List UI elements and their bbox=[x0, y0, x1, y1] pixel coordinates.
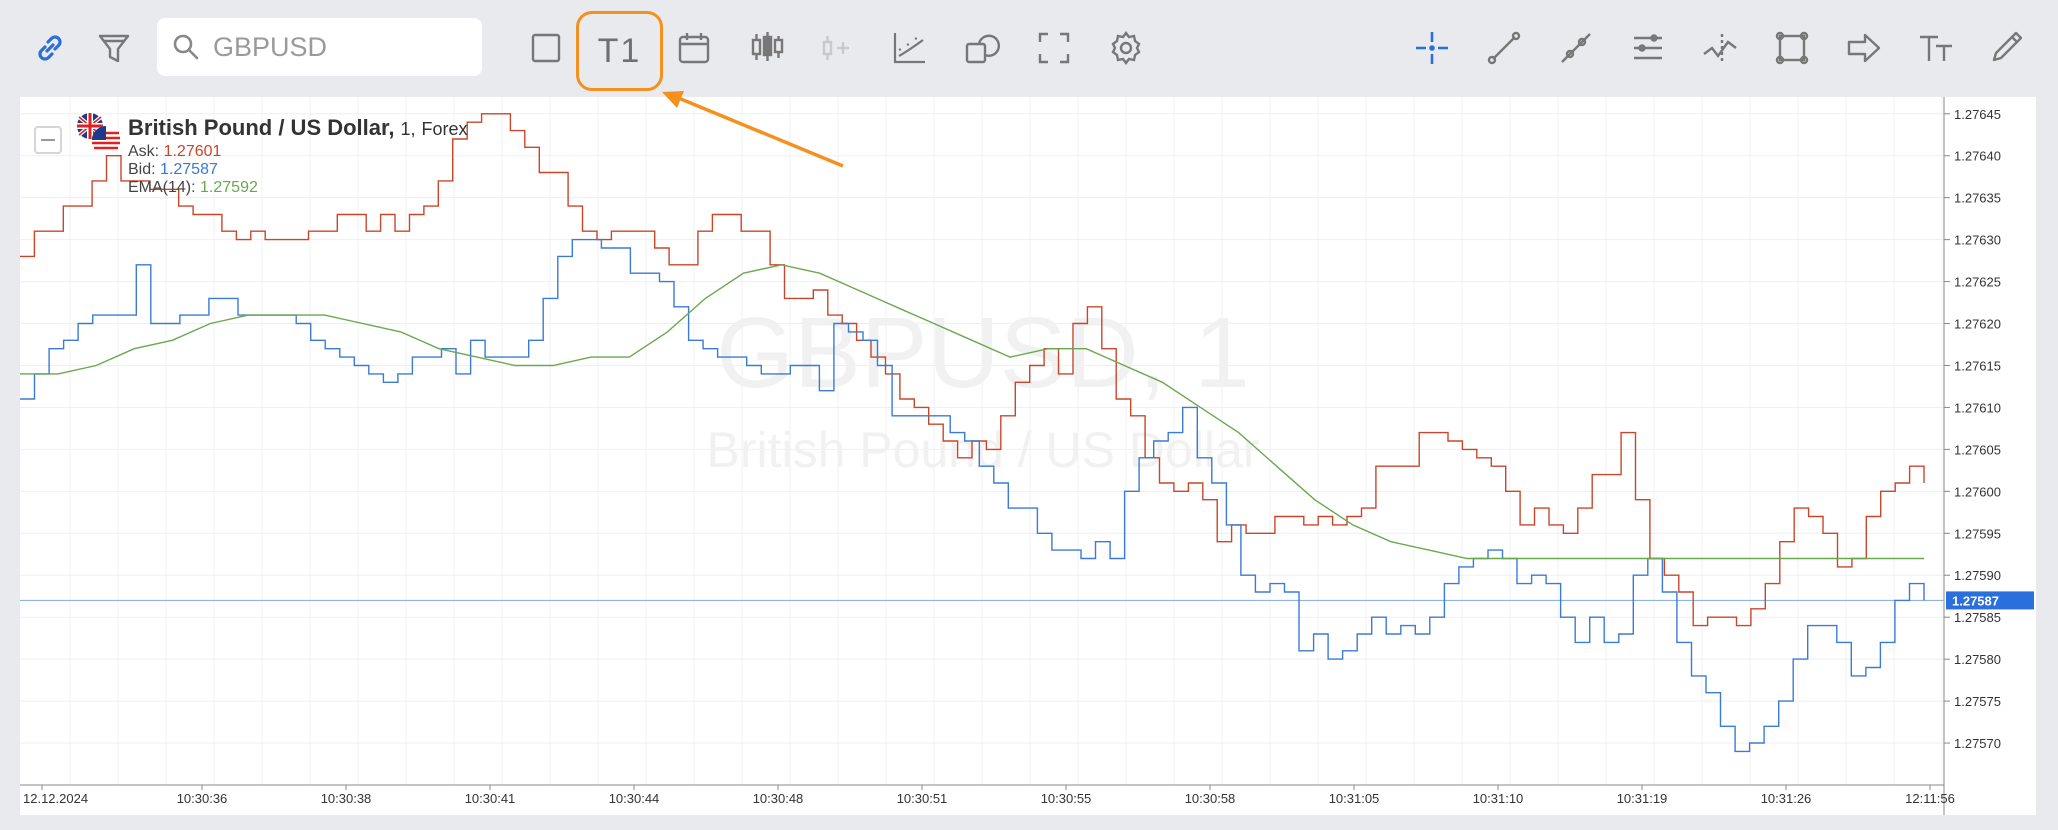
rectangle-shape-icon[interactable] bbox=[1764, 20, 1820, 76]
ray-icon[interactable] bbox=[1548, 20, 1604, 76]
symbol-title: British Pound / US Dollar, 1, Forex bbox=[128, 115, 468, 141]
y-tick-label: 1.27585 bbox=[1954, 610, 2001, 625]
x-tick-label: 10:30:48 bbox=[753, 791, 804, 806]
brush-icon[interactable] bbox=[1978, 20, 2034, 76]
shape-icon[interactable] bbox=[954, 20, 1010, 76]
search-box[interactable] bbox=[157, 18, 482, 76]
gbp-usd-flag-icon bbox=[77, 113, 120, 154]
symbol-market: Forex bbox=[421, 119, 468, 139]
x-tick-label: 10:30:58 bbox=[1185, 791, 1236, 806]
symbol-interval: 1, bbox=[400, 119, 416, 139]
y-tick-label: 1.27630 bbox=[1954, 233, 2001, 248]
trendline-icon[interactable] bbox=[1476, 20, 1532, 76]
calendar-icon[interactable] bbox=[666, 20, 722, 76]
timeframe-button[interactable]: T1 bbox=[576, 11, 663, 91]
current-price-badge bbox=[1946, 591, 2034, 610]
collapse-legend-button[interactable] bbox=[34, 126, 62, 154]
symbol-name: British Pound / US Dollar, bbox=[128, 115, 395, 140]
fibonacci-icon[interactable] bbox=[1692, 20, 1748, 76]
current-price-label: 1.27587 bbox=[1952, 593, 1999, 608]
x-tick-label: 12:11:56 bbox=[1905, 791, 1955, 806]
x-tick-label: 10:31:26 bbox=[1761, 791, 1812, 806]
x-tick-label: 10:30:36 bbox=[177, 791, 228, 806]
watermark-name: British Pound / US Dollar bbox=[706, 422, 1259, 478]
bid-label: Bid: bbox=[128, 161, 156, 178]
x-tick-label: 12.12.2024 bbox=[23, 791, 88, 806]
bid-value: 1.27587 bbox=[160, 161, 218, 178]
x-tick-label: 10:31:10 bbox=[1473, 791, 1524, 806]
ema-legend: EMA(14): 1.27592 bbox=[128, 179, 258, 197]
chart-panel[interactable]: 1.27645 1.27640 1.27635 1.27630 1.27625 1.276… bbox=[20, 97, 2036, 815]
y-tick-label: 1.27620 bbox=[1954, 317, 2001, 332]
ask-value: 1.27601 bbox=[163, 143, 222, 160]
price-chart[interactable]: 1.27645 1.27640 1.27635 1.27630 1.27625 1.276… bbox=[20, 97, 2036, 815]
ema-value: 1.27592 bbox=[200, 179, 258, 196]
gear-icon[interactable] bbox=[1098, 20, 1154, 76]
x-tick-label: 10:30:51 bbox=[897, 791, 948, 806]
y-tick-label: 1.27605 bbox=[1954, 442, 2001, 457]
y-tick-label: 1.27615 bbox=[1954, 358, 2001, 373]
y-tick-label: 1.27575 bbox=[1954, 694, 2001, 709]
y-tick-label: 1.27610 bbox=[1954, 400, 2001, 415]
y-tick-label: 1.27640 bbox=[1954, 149, 2001, 164]
x-tick-label: 10:30:41 bbox=[465, 791, 516, 806]
series-ask-line bbox=[20, 113, 1925, 627]
y-tick-label: 1.27635 bbox=[1954, 191, 2001, 206]
candlestick-icon[interactable] bbox=[739, 20, 795, 76]
fullscreen-icon[interactable] bbox=[1026, 20, 1082, 76]
text-icon[interactable] bbox=[1908, 20, 1964, 76]
ask-legend: Ask: 1.27601 bbox=[128, 143, 221, 161]
series-bid-line bbox=[20, 238, 1925, 753]
chart-indicators-icon[interactable] bbox=[882, 20, 938, 76]
crosshair-icon[interactable] bbox=[1404, 20, 1460, 76]
parallel-lines-icon[interactable] bbox=[1620, 20, 1676, 76]
y-tick-label: 1.27625 bbox=[1954, 275, 2001, 290]
bid-legend: Bid: 1.27587 bbox=[128, 161, 218, 179]
x-tick-label: 10:30:44 bbox=[609, 791, 660, 806]
y-tick-label: 1.27595 bbox=[1954, 526, 2001, 541]
add-indicator-icon[interactable] bbox=[810, 20, 866, 76]
x-tick-label: 10:30:55 bbox=[1041, 791, 1092, 806]
x-tick-label: 10:31:05 bbox=[1329, 791, 1380, 806]
search-icon bbox=[173, 34, 199, 60]
y-tick-label: 1.27600 bbox=[1954, 484, 2001, 499]
ask-label: Ask: bbox=[128, 143, 160, 160]
link-icon[interactable] bbox=[22, 20, 78, 76]
filter-icon[interactable] bbox=[86, 20, 142, 76]
x-tick-label: 10:31:19 bbox=[1617, 791, 1668, 806]
x-tick-label: 10:30:38 bbox=[321, 791, 372, 806]
ema-label: EMA(14): bbox=[128, 179, 196, 196]
series-ema-14--line bbox=[20, 264, 1924, 560]
arrow-right-icon[interactable] bbox=[1836, 20, 1892, 76]
y-tick-label: 1.27645 bbox=[1954, 107, 2001, 122]
watermark-symbol: GBPUSD, 1 bbox=[716, 297, 1250, 409]
y-tick-label: 1.27570 bbox=[1954, 736, 2001, 751]
y-tick-label: 1.27580 bbox=[1954, 652, 2001, 667]
toolbar: T1 bbox=[0, 0, 2058, 96]
rectangle-icon[interactable] bbox=[518, 20, 574, 76]
search-input[interactable] bbox=[213, 31, 473, 63]
y-tick-label: 1.27590 bbox=[1954, 568, 2001, 583]
